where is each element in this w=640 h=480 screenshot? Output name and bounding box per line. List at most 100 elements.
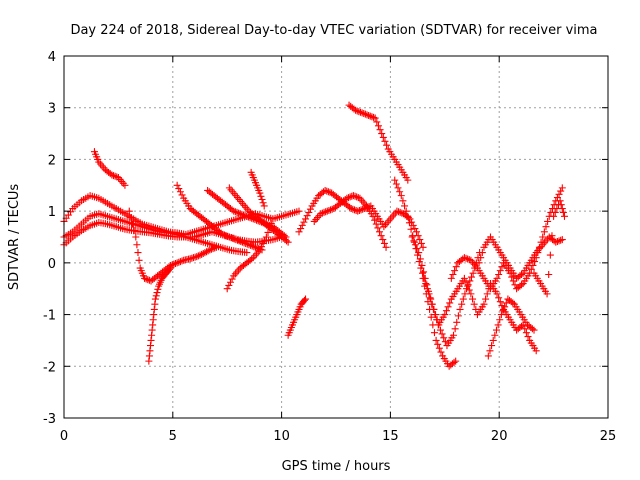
data-point-interp — [351, 192, 359, 200]
data-point — [369, 212, 377, 220]
data-point-interp — [488, 342, 496, 350]
data-point-interp — [546, 251, 554, 259]
data-point-interp — [416, 236, 424, 244]
data-point-interp — [225, 281, 233, 289]
series-track-22 — [530, 197, 568, 298]
data-point-interp — [420, 268, 428, 276]
data-point — [232, 236, 240, 244]
data-point-interp — [250, 243, 258, 251]
data-point-interp — [176, 258, 184, 266]
data-point — [452, 357, 460, 365]
axis-ticks: 0 5 10 15 20 25 -3 -2 -1 0 1 2 3 4 — [43, 50, 616, 444]
data-point — [408, 233, 416, 241]
data-point-interp — [235, 209, 243, 217]
data-point-interp — [153, 289, 161, 297]
data-point-interp — [466, 277, 474, 285]
y-tick-label: 3 — [48, 102, 56, 117]
y-tick-label: 4 — [48, 50, 56, 65]
data-point-interp — [548, 232, 556, 240]
data-point-interp — [557, 201, 565, 209]
data-point — [108, 171, 116, 179]
y-axis-label: SDTVAR / TECUs — [7, 184, 22, 291]
data-point-interp — [261, 236, 269, 244]
data-point — [354, 207, 362, 215]
data-point-interp — [322, 208, 330, 216]
data-point-interp — [259, 239, 267, 247]
data-point-interp — [353, 107, 361, 115]
data-point — [262, 233, 270, 241]
data-point — [193, 253, 201, 261]
data-point-interp — [264, 228, 272, 236]
data-point-interp — [450, 358, 458, 366]
data-point-interp — [227, 234, 235, 242]
data-point-interp — [559, 208, 567, 216]
data-point-interp — [257, 192, 265, 200]
data-point — [317, 210, 325, 218]
data-point-interp — [233, 208, 241, 216]
x-tick-label: 25 — [600, 429, 617, 444]
data-point-interp — [395, 208, 403, 216]
data-point — [295, 228, 303, 236]
data-point-interp — [442, 307, 450, 315]
data-point-interp — [558, 205, 566, 213]
data-point-interp — [383, 141, 391, 149]
data-point-interp — [323, 187, 331, 195]
data-point-interp — [435, 344, 443, 352]
data-point — [141, 274, 149, 282]
data-point-interp — [465, 286, 473, 294]
data-point-interp — [469, 295, 477, 303]
data-point — [206, 246, 214, 254]
data-point-interp — [237, 238, 245, 246]
data-point-interp — [410, 237, 418, 245]
data-point — [530, 326, 538, 334]
y-tick-label: 0 — [48, 257, 56, 272]
data-point-interp — [318, 209, 326, 217]
data-point-interp — [501, 303, 509, 311]
x-tick-label: 15 — [382, 429, 399, 444]
data-point-interp — [303, 212, 311, 220]
data-point — [469, 269, 477, 277]
data-point-interp — [152, 292, 160, 300]
series-track-10 — [223, 215, 277, 293]
data-point-interp — [452, 263, 460, 271]
data-point-interp — [399, 197, 407, 205]
series-track-9 — [225, 184, 292, 246]
data-point-interp — [166, 265, 174, 273]
data-point-interp — [417, 239, 425, 247]
data-point — [436, 326, 444, 334]
data-point — [321, 186, 329, 194]
data-point-interp — [486, 347, 494, 355]
data-point-interp — [374, 122, 382, 130]
data-point-interp — [453, 318, 461, 326]
data-point-interp — [374, 224, 382, 232]
data-point-interp — [209, 245, 217, 253]
data-point — [236, 210, 244, 218]
data-point — [415, 249, 423, 257]
data-point-interp — [176, 188, 184, 196]
data-point-interp — [409, 221, 417, 229]
data-point-interp — [379, 133, 387, 141]
data-point-interp — [198, 250, 206, 258]
data-point-interp — [531, 258, 539, 266]
series-track-12 — [284, 295, 310, 339]
data-point-interp — [257, 243, 265, 251]
data-point — [349, 192, 357, 200]
x-tick-label: 10 — [273, 429, 290, 444]
data-point — [352, 106, 360, 114]
data-point-interp — [357, 206, 365, 214]
data-point-interp — [451, 325, 459, 333]
data-point-interp — [220, 231, 228, 239]
data-point — [243, 212, 251, 220]
data-point-interp — [376, 126, 384, 134]
data-point-interp — [528, 325, 536, 333]
data-point — [539, 233, 547, 241]
data-point-interp — [411, 241, 419, 249]
data-point-interp — [224, 232, 232, 240]
data-point — [269, 215, 277, 223]
data-point-interp — [356, 108, 364, 116]
data-point-interp — [345, 194, 353, 202]
data-point-interp — [359, 205, 367, 213]
data-point — [404, 212, 412, 220]
series-track-21 — [484, 295, 538, 360]
